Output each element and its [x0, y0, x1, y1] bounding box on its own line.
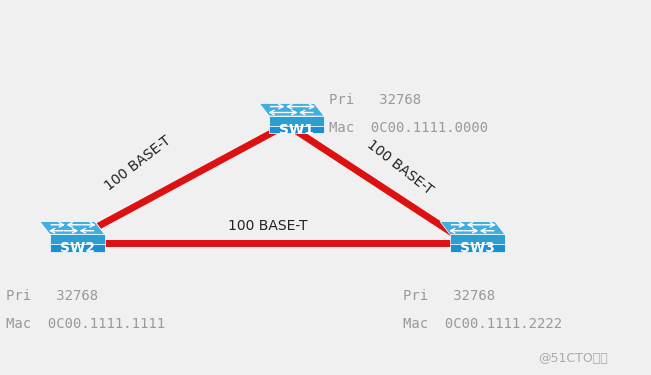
Polygon shape — [49, 244, 105, 252]
Polygon shape — [259, 104, 324, 116]
Polygon shape — [314, 104, 324, 134]
Text: @51CTO博客: @51CTO博客 — [538, 352, 608, 365]
Polygon shape — [270, 116, 324, 126]
Text: 100 BASE-T: 100 BASE-T — [228, 219, 307, 233]
Text: 100 BASE-T: 100 BASE-T — [103, 134, 174, 194]
Polygon shape — [450, 244, 505, 252]
Text: Pri   32768: Pri 32768 — [6, 289, 98, 303]
Text: Mac  0C00.1111.2222: Mac 0C00.1111.2222 — [403, 317, 562, 331]
Polygon shape — [450, 234, 505, 244]
Polygon shape — [270, 126, 324, 134]
Text: Pri   32768: Pri 32768 — [403, 289, 495, 303]
Polygon shape — [40, 222, 105, 234]
Polygon shape — [440, 222, 505, 234]
Text: SW1: SW1 — [279, 123, 314, 136]
Text: Mac  0C00.1111.0000: Mac 0C00.1111.0000 — [329, 121, 488, 135]
Text: Pri   32768: Pri 32768 — [329, 93, 421, 107]
Text: SW2: SW2 — [60, 241, 94, 255]
Polygon shape — [95, 222, 105, 252]
Text: SW3: SW3 — [460, 241, 495, 255]
Text: 100 BASE-T: 100 BASE-T — [364, 137, 436, 197]
Text: Mac  0C00.1111.1111: Mac 0C00.1111.1111 — [6, 317, 165, 331]
Polygon shape — [49, 234, 105, 244]
Polygon shape — [495, 222, 505, 252]
